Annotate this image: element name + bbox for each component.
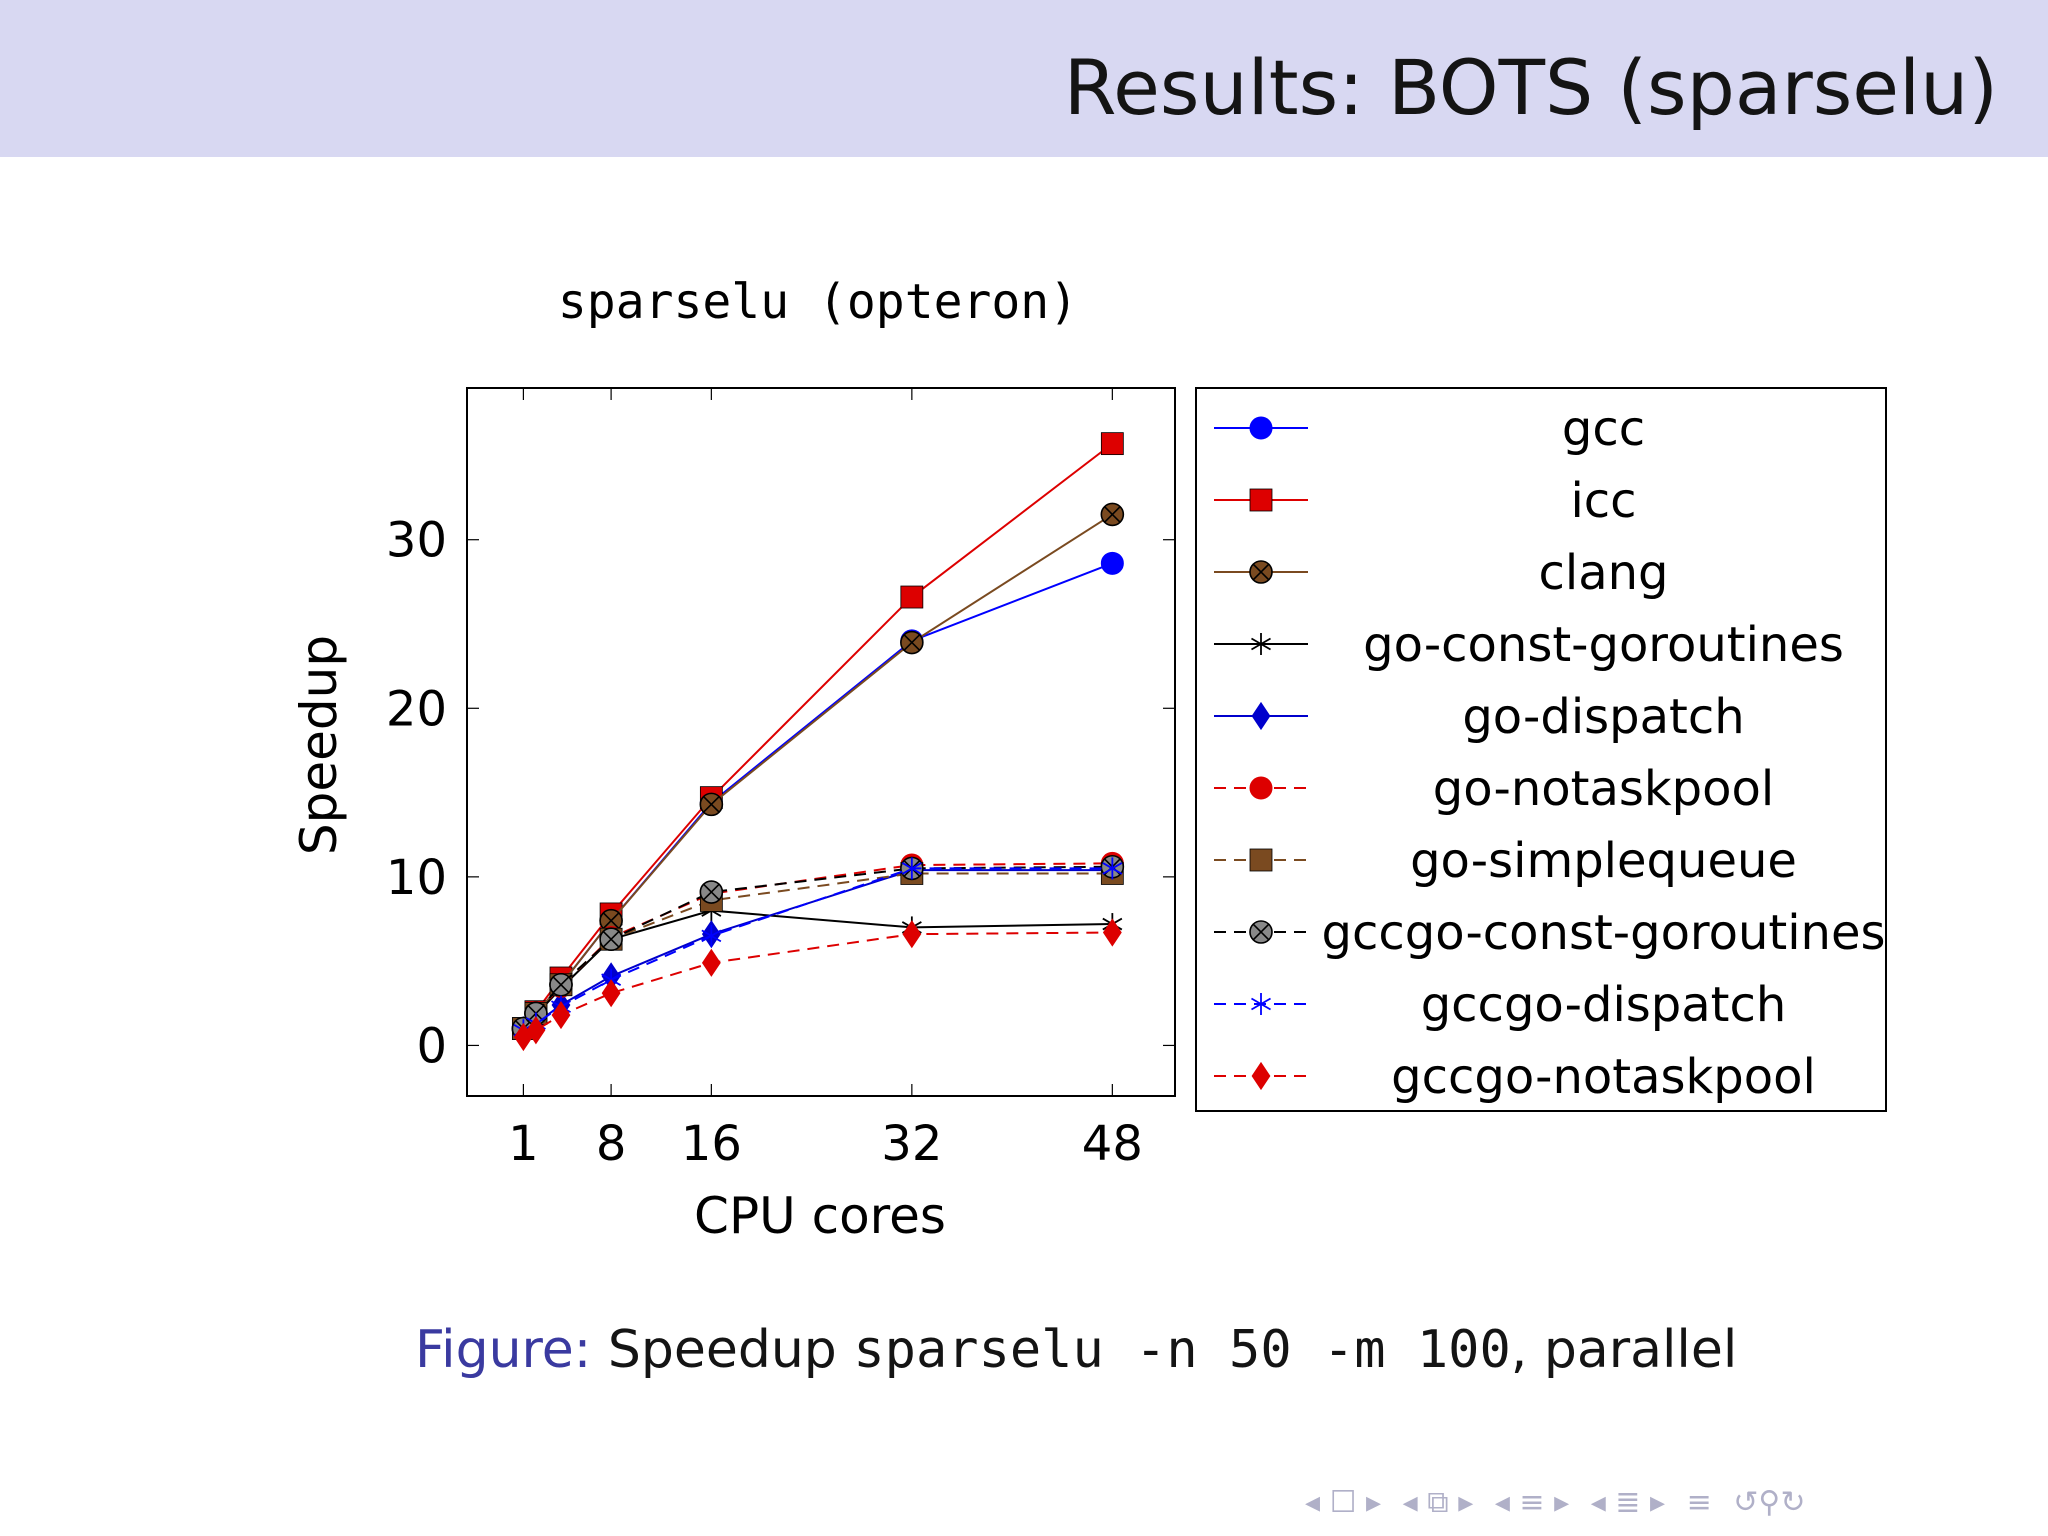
data-point-gccgo-const-goroutines-cross [552, 976, 570, 994]
legend-label: go-dispatch [1462, 689, 1744, 745]
nav-section-icon[interactable]: ◂ ⧉ ▸ [1402, 1485, 1474, 1520]
nav-search-icon[interactable]: ↺⚲↻ [1733, 1485, 1806, 1520]
legend-label: gccgo-const-goroutines [1321, 905, 1885, 961]
data-point-icc [1100, 432, 1124, 456]
data-point-gccgo-dispatch-spoke [901, 862, 922, 875]
data-point-gccgo-const-goroutines-cross [602, 930, 620, 948]
legend-marker-go-simplequeue [1249, 848, 1273, 872]
legend-entry-gccgo-dispatch: gccgo-dispatch [1214, 977, 1786, 1033]
data-point-clang [699, 792, 724, 817]
series-line-gcc [522, 562, 1113, 1030]
legend-marker-icc [1249, 488, 1273, 512]
data-point-gccgo-const-goroutines [549, 972, 573, 997]
legend-box [1195, 387, 1887, 1112]
data-point-clang [900, 630, 924, 655]
legend-entry-go-simplequeue: go-simplequeue [1214, 833, 1797, 889]
series-line-clang [522, 513, 1113, 1030]
legend-label: go-notaskpool [1433, 761, 1774, 817]
slide-title: Results: BOTS (sparselu) [1063, 43, 1998, 132]
y-tick-label: 10 [386, 850, 447, 906]
data-point-clang-cross [1104, 506, 1121, 523]
series-clang [511, 502, 1125, 1041]
legend-label: gccgo-dispatch [1421, 977, 1787, 1033]
data-point-gccgo-const-goroutines [699, 880, 724, 904]
nav-subsubsection-icon[interactable]: ◂ ≣ ▸ [1590, 1485, 1666, 1520]
y-axis-label: Speedup [290, 635, 348, 855]
legend-entry-clang: clang [1214, 545, 1669, 601]
y-tick-label: 20 [386, 681, 447, 737]
data-point-gccgo-const-goroutines-cross [703, 883, 720, 901]
figure-caption: Figure: Speedup sparselu -n 50 -m 100, p… [415, 1320, 1737, 1380]
legend-entry-gccgo-notaskpool: gccgo-notaskpool [1214, 1049, 1816, 1105]
legend-marker-gccgo-dispatch-spoke [1251, 997, 1271, 1011]
legend-entry-gccgo-const-goroutines: gccgo-const-goroutines [1214, 905, 1886, 961]
data-point-gccgo-dispatch-spoke [1102, 862, 1123, 875]
caption-text: Speedup [607, 1320, 837, 1380]
data-point-gccgo-notaskpool [902, 920, 922, 949]
nav-subsection-icon[interactable]: ◂ ≡ ▸ [1494, 1485, 1570, 1520]
slide-header: Results: BOTS (sparselu) [0, 0, 2048, 157]
chart-title: sparselu (opteron) [558, 274, 1078, 330]
caption-code: sparselu -n 50 -m 100 [853, 1320, 1511, 1380]
caption-suffix: , parallel [1510, 1320, 1738, 1380]
data-point-gccgo-notaskpool [601, 979, 621, 1008]
data-point-icc [900, 585, 924, 609]
data-point-gccgo-notaskpool [1102, 918, 1122, 947]
legend-entry-gcc: gcc [1214, 401, 1645, 457]
series-go-simplequeue [511, 862, 1124, 1040]
data-point-clang-cross [703, 796, 720, 813]
data-point-gccgo-dispatch-spoke [701, 929, 722, 943]
legend-marker-go-const-goroutines [1251, 633, 1271, 655]
plot-frame [466, 387, 1176, 1097]
y-tick-label: 0 [416, 1018, 447, 1074]
data-point-gccgo-const-goroutines [599, 927, 623, 952]
legend-marker-gccgo-const-goroutines-cross [1252, 923, 1270, 941]
x-axis-label: CPU cores [694, 1187, 946, 1245]
legend-marker-go-dispatch [1251, 701, 1271, 731]
x-tick-label: 8 [596, 1116, 627, 1172]
data-point-gccgo-dispatch [1102, 857, 1123, 880]
legend-marker-go-notaskpool [1249, 776, 1273, 800]
legend-entry-go-notaskpool: go-notaskpool [1214, 761, 1774, 817]
legend-label: go-simplequeue [1410, 833, 1797, 889]
data-point-clang [599, 908, 623, 933]
legend-entry-go-const-goroutines: go-const-goroutines [1214, 617, 1844, 673]
legend-marker-clang-cross [1252, 563, 1270, 581]
data-point-clang [1100, 502, 1125, 527]
data-point-gccgo-notaskpool [701, 948, 721, 977]
legend-label: clang [1538, 545, 1668, 601]
y-tick-label: 30 [386, 513, 447, 569]
nav-align-icon[interactable]: ≡ [1686, 1485, 1712, 1520]
x-tick-label: 48 [1082, 1116, 1143, 1172]
nav-prev-frame-icon[interactable]: ◂ ☐ ▸ [1305, 1485, 1382, 1520]
x-tick-label: 1 [508, 1116, 539, 1172]
data-point-gccgo-notaskpool [551, 1000, 571, 1030]
data-point-gccgo-dispatch [901, 857, 922, 880]
legend-marker-go-const-goroutines-spoke [1251, 637, 1271, 651]
legend-label: icc [1570, 473, 1636, 529]
series-gccgo-notaskpool [513, 918, 1122, 1052]
legend-marker-gccgo-const-goroutines [1249, 920, 1273, 944]
legend-label: gccgo-notaskpool [1391, 1049, 1816, 1105]
data-point-gccgo-dispatch [701, 924, 722, 947]
legend-marker-gccgo-dispatch [1251, 993, 1271, 1015]
legend-marker-gccgo-notaskpool [1251, 1061, 1271, 1091]
data-point-clang-cross [903, 634, 921, 651]
beamer-navigation: ◂ ☐ ▸ ◂ ⧉ ▸ ◂ ≡ ▸ ◂ ≣ ▸ ≡ ↺⚲↻ [1305, 1485, 2045, 1525]
x-tick-label: 16 [681, 1116, 742, 1172]
series-gcc [511, 551, 1124, 1041]
legend-marker-clang [1249, 560, 1273, 584]
legend-entry-go-dispatch: go-dispatch [1214, 689, 1745, 745]
data-point-gcc [1100, 551, 1124, 575]
data-point-clang-cross [602, 912, 620, 929]
legend-label: go-const-goroutines [1363, 617, 1844, 673]
data-point-gccgo-notaskpool [526, 1016, 546, 1045]
legend-entry-icc: icc [1214, 473, 1637, 529]
caption-label: Figure: [415, 1320, 592, 1380]
legend-label: gcc [1562, 401, 1645, 457]
x-tick-label: 32 [881, 1116, 942, 1172]
legend-marker-gcc [1249, 416, 1273, 440]
